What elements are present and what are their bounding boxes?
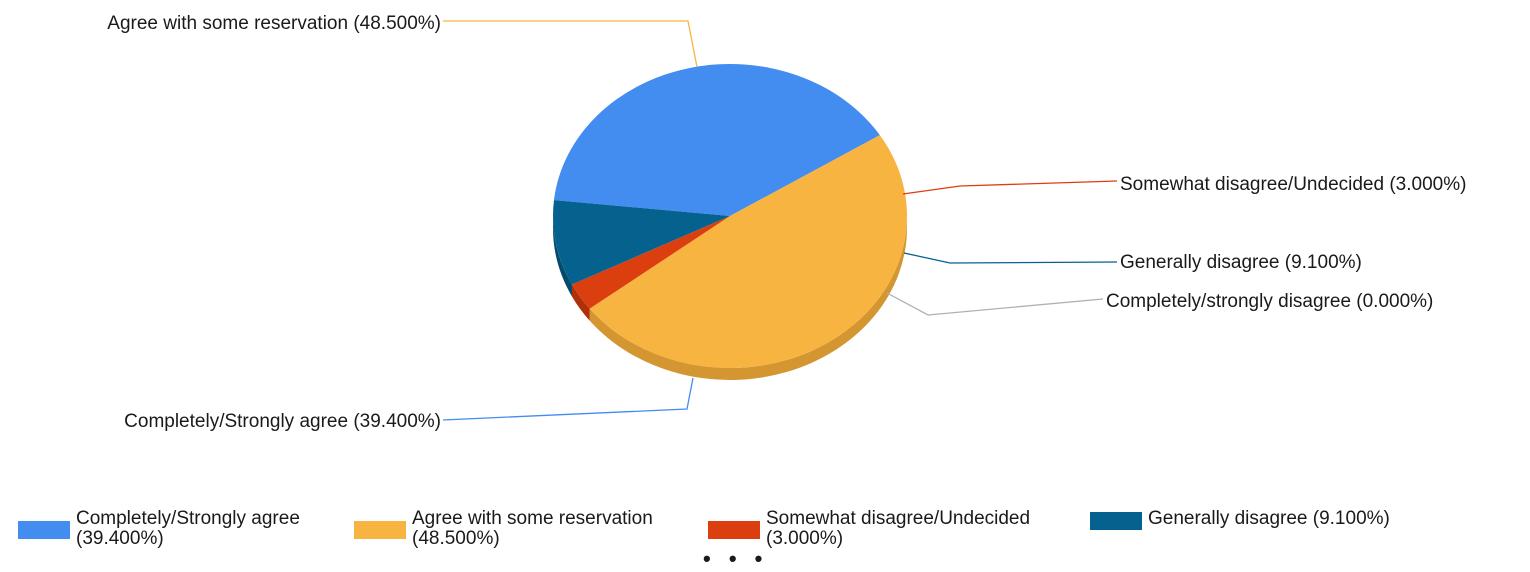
legend-swatch xyxy=(1090,512,1142,530)
slice-label-completely-strongly-agree: Completely/Strongly agree (39.400%) xyxy=(124,411,441,432)
legend-swatch xyxy=(18,521,70,539)
legend-item-somewhat-disagree-undecided[interactable]: Somewhat disagree/Undecided (3.000%) xyxy=(708,509,1030,549)
leader-line-agree-with-some-reservation xyxy=(443,21,697,67)
leader-line-completely-strongly-agree xyxy=(443,378,693,420)
legend-item-agree-with-some-reservation[interactable]: Agree with some reservation (48.500%) xyxy=(354,509,653,549)
legend-label: Completely/Strongly agree (39.400%) xyxy=(76,509,300,549)
slice-label-generally-disagree: Generally disagree (9.100%) xyxy=(1120,252,1362,273)
legend-label: Agree with some reservation (48.500%) xyxy=(412,509,653,549)
slice-label-somewhat-disagree-undecided: Somewhat disagree/Undecided (3.000%) xyxy=(1120,174,1466,195)
leader-line-completely-strongly-disagree xyxy=(887,293,1103,315)
slice-label-agree-with-some-reservation: Agree with some reservation (48.500%) xyxy=(107,13,441,34)
legend-swatch xyxy=(708,521,760,539)
leader-line-generally-disagree xyxy=(904,253,1117,263)
slice-label-completely-strongly-disagree: Completely/strongly disagree (0.000%) xyxy=(1106,291,1433,312)
legend-label: Somewhat disagree/Undecided (3.000%) xyxy=(766,509,1030,549)
legend-label: Generally disagree (9.100%) xyxy=(1148,509,1390,529)
legend-more-indicator[interactable]: • • • xyxy=(703,548,768,570)
legend-item-generally-disagree[interactable]: Generally disagree (9.100%) xyxy=(1090,509,1390,530)
legend-swatch xyxy=(354,521,406,539)
leader-line-somewhat-disagree-undecided xyxy=(903,181,1117,194)
pie-slices xyxy=(553,64,907,368)
legend-item-completely-strongly-agree[interactable]: Completely/Strongly agree (39.400%) xyxy=(18,509,300,549)
